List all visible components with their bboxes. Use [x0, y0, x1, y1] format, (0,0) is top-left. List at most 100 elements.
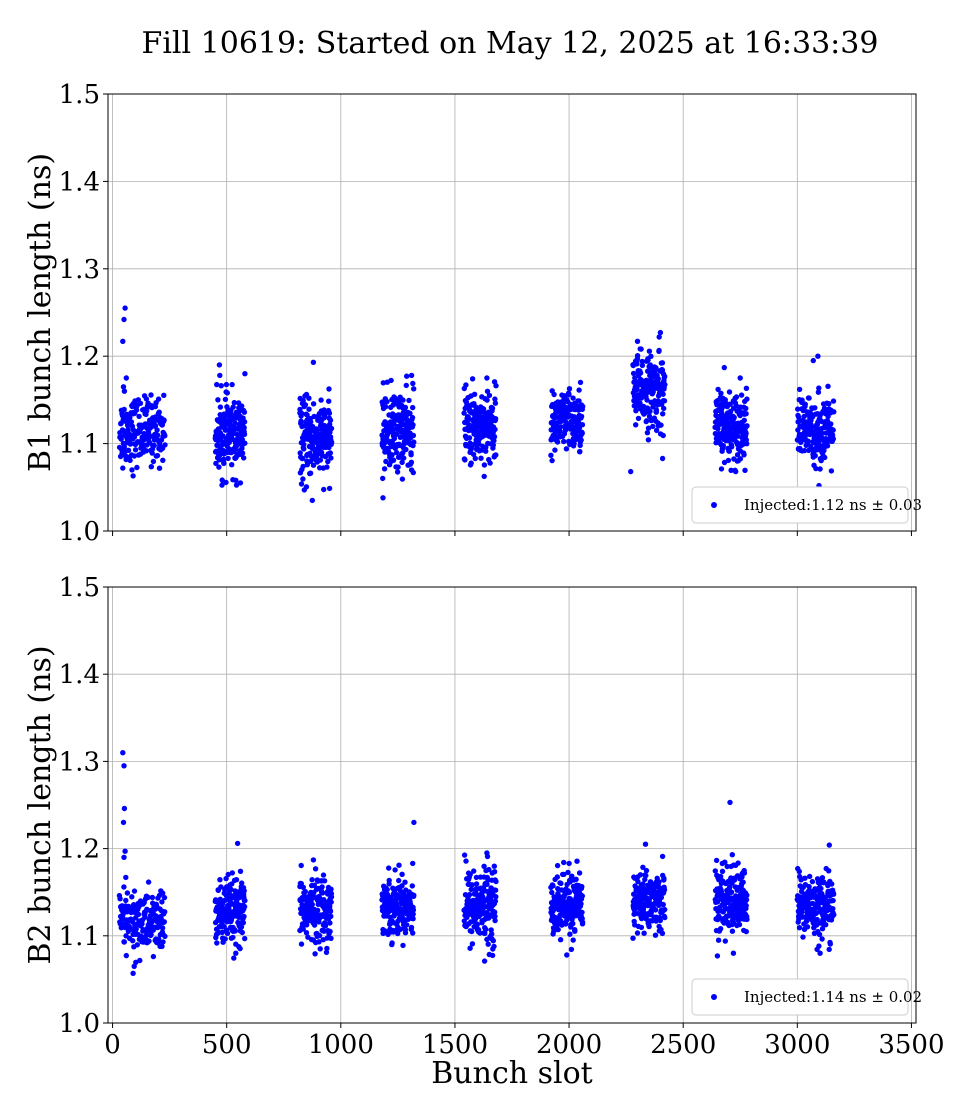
b2-data-point [148, 931, 154, 938]
b1-data-point [393, 449, 400, 456]
b1-y-tick-label: 1.2 [59, 342, 100, 372]
b1-data-point [733, 394, 740, 400]
b2-data-point [640, 864, 646, 870]
b2-data-point [656, 879, 662, 885]
b2-data-point [661, 875, 667, 882]
b2-data-point [823, 922, 829, 928]
b2-data-point [123, 874, 129, 881]
b1-data-point [298, 418, 304, 424]
b2-data-point [327, 908, 334, 915]
b2-data-point [481, 863, 487, 869]
b1-data-point [655, 376, 661, 382]
b1-data-point [816, 385, 822, 391]
b1-data-point [300, 398, 306, 404]
b2-data-point [129, 894, 135, 900]
b2-data-point [321, 878, 328, 884]
b2-data-point [239, 929, 245, 936]
b1-data-point [400, 397, 406, 403]
b1-data-point [633, 408, 639, 414]
b2-data-point [312, 866, 319, 872]
b1-data-point [404, 373, 410, 379]
b1-data-point [484, 388, 491, 394]
b2-data-point [727, 799, 733, 806]
b1-data-point [223, 479, 229, 486]
b1-data-point [218, 383, 224, 389]
b2-data-point [799, 909, 805, 915]
b1-data-point [743, 411, 749, 417]
b2-data-point [229, 870, 235, 876]
b1-data-point [223, 381, 230, 388]
b1-data-point [239, 403, 245, 409]
b1-data-point [317, 431, 323, 438]
b1-data-point [478, 455, 484, 461]
b1-data-point [657, 329, 664, 336]
b2-data-point [728, 889, 735, 895]
b1-data-point [563, 446, 570, 452]
b2-data-point [316, 939, 322, 945]
b2-data-point [730, 950, 737, 956]
b1-data-point [311, 413, 317, 420]
b1-data-point [122, 305, 128, 311]
b2-data-point [410, 907, 417, 913]
b1-data-point [121, 316, 127, 323]
b2-x-axis-label: Bunch slot [431, 1056, 592, 1091]
b1-data-point [406, 397, 412, 404]
b1-data-point [645, 425, 652, 431]
b2-data-point [491, 869, 498, 875]
b1-data-point [380, 475, 386, 482]
b1-data-point [162, 442, 168, 448]
b1-data-point [152, 422, 159, 429]
b2-data-point [492, 917, 498, 924]
b1-data-point [481, 462, 488, 468]
b2-data-point [659, 853, 666, 860]
b2-data-point [807, 873, 813, 880]
b2-data-point [320, 872, 327, 878]
b1-data-point [467, 440, 473, 446]
b1-data-point [310, 359, 317, 365]
b2-data-point [630, 935, 636, 941]
b1-data-point [128, 441, 134, 447]
b2-data-point [736, 921, 743, 928]
b2-data-point [320, 890, 326, 896]
b2-data-point [803, 918, 810, 924]
b2-data-point [827, 941, 833, 947]
b1-data-point [148, 464, 154, 470]
b1-data-point [726, 389, 733, 395]
b2-data-point [579, 909, 585, 916]
b2-data-point [489, 931, 495, 937]
b1-data-point [216, 464, 222, 470]
b2-data-point [643, 867, 650, 874]
b1-data-point [302, 402, 309, 408]
b2-data-point [713, 857, 720, 864]
b2-data-point [662, 914, 668, 921]
b1-data-point [389, 452, 395, 458]
b1-data-point [214, 381, 220, 388]
b1-data-point [644, 418, 650, 424]
b1-data-point [744, 423, 750, 429]
b1-data-point [411, 439, 417, 445]
b1-data-point [802, 401, 808, 407]
b2-data-point [648, 909, 654, 916]
b1-data-point [310, 462, 317, 468]
b2-data-point [492, 909, 498, 915]
b2-data-point [160, 939, 166, 945]
b1-data-point [136, 413, 142, 420]
b2-data-point [300, 884, 306, 890]
b1-data-point [552, 447, 558, 453]
b1-data-point [796, 414, 802, 420]
b1-data-point [634, 361, 640, 367]
b2-x-tick-label: 0 [104, 1030, 121, 1060]
b1-data-point [155, 396, 162, 402]
b1-data-point [230, 404, 236, 410]
b2-data-point [657, 917, 663, 924]
b2-data-point [468, 886, 474, 893]
b2-data-point [572, 928, 578, 934]
b2-data-point [310, 857, 317, 863]
b2-data-point [323, 949, 330, 955]
b1-data-point [317, 457, 324, 463]
b2-data-point [729, 852, 735, 858]
b2-data-point [463, 858, 469, 864]
b2-data-point [715, 937, 722, 943]
b2-data-point [298, 862, 304, 869]
b1-data-point [819, 430, 825, 436]
